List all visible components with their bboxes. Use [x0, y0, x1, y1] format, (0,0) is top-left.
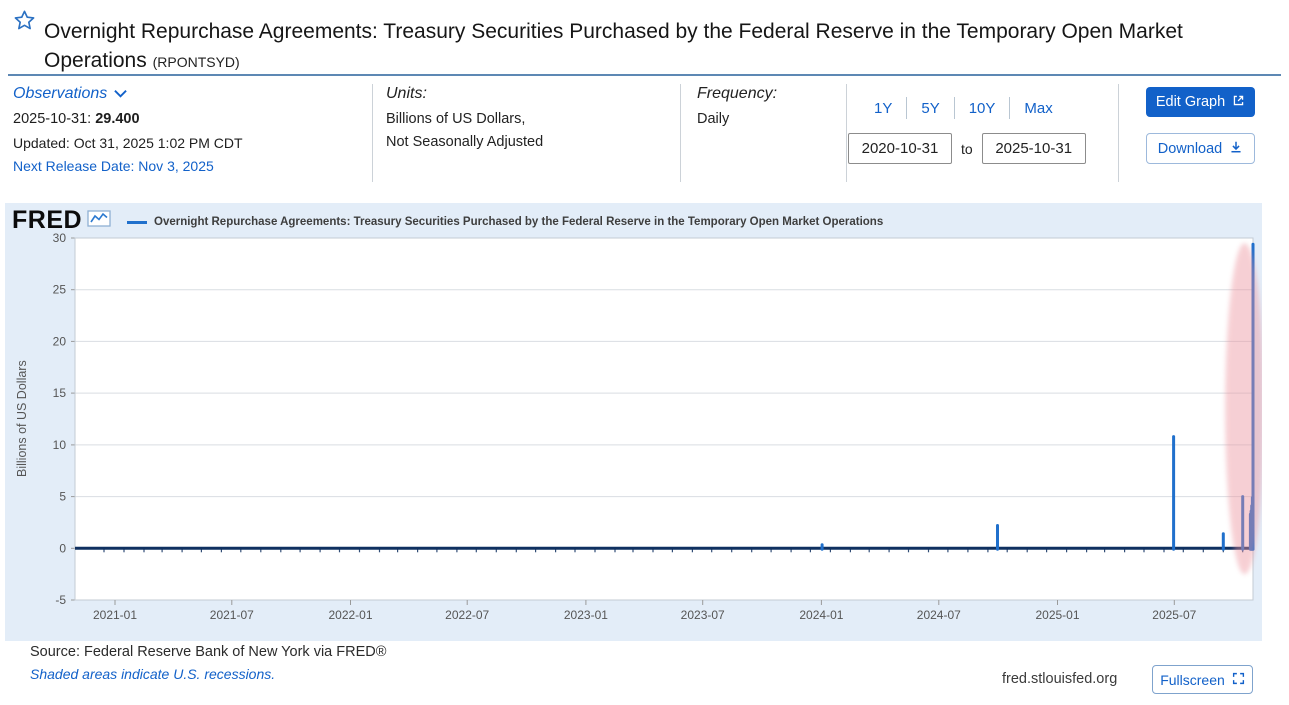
svg-text:2023-07: 2023-07	[681, 608, 725, 622]
download-label: Download	[1157, 140, 1223, 157]
range-separator	[1009, 97, 1011, 119]
latest-observation: 2025-10-31: 29.400	[13, 111, 140, 127]
column-divider	[680, 84, 681, 182]
range-max-button[interactable]: Max	[1024, 99, 1053, 117]
column-divider	[372, 84, 373, 182]
date-range-controls: to	[848, 133, 1086, 164]
header-divider	[8, 74, 1281, 76]
series-ticker: (RPONTSYD)	[152, 54, 240, 71]
frequency-value: Daily	[697, 111, 730, 127]
svg-text:2023-01: 2023-01	[564, 608, 608, 622]
svg-text:2021-07: 2021-07	[210, 608, 254, 622]
site-url: fred.stlouisfed.org	[1002, 671, 1118, 687]
page-title: Overnight Repurchase Agreements: Treasur…	[44, 17, 1184, 77]
svg-text:5: 5	[59, 490, 66, 504]
recessions-note-link[interactable]: Shaded areas indicate U.S. recessions.	[30, 666, 276, 682]
units-value-line1: Billions of US Dollars,	[386, 111, 526, 127]
next-release-link[interactable]: Next Release Date: Nov 3, 2025	[13, 158, 214, 174]
units-label: Units:	[386, 85, 427, 102]
updated-timestamp: Updated: Oct 31, 2025 1:02 PM CDT	[13, 135, 243, 151]
source-attribution: Source: Federal Reserve Bank of New York…	[30, 644, 387, 660]
svg-text:2021-01: 2021-01	[93, 608, 137, 622]
fullscreen-label: Fullscreen	[1160, 671, 1225, 688]
svg-text:2022-07: 2022-07	[445, 608, 489, 622]
chart-panel: 30 25 20 15 10 5 0 -5 2021-01 2021-07 2022-01 2022-…	[5, 203, 1262, 641]
svg-text:2024-01: 2024-01	[799, 608, 843, 622]
plot-area[interactable]: 30 25 20 15 10 5 0 -5 2021-01 2021-07 2022-01 2022-…	[5, 203, 1262, 641]
units-value-line2: Not Seasonally Adjusted	[386, 134, 544, 150]
fullscreen-icon	[1232, 672, 1245, 688]
svg-text:0: 0	[59, 541, 66, 555]
latest-observation-date: 2025-10-31:	[13, 111, 92, 127]
svg-text:2022-01: 2022-01	[328, 608, 372, 622]
column-divider	[1118, 84, 1119, 182]
observations-label: Observations	[13, 85, 108, 102]
legend-line-swatch	[127, 220, 147, 224]
svg-text:2024-07: 2024-07	[917, 608, 961, 622]
latest-observation-value: 29.400	[95, 111, 140, 127]
start-date-input[interactable]	[848, 133, 952, 164]
y-axis-title: Billions of US Dollars	[15, 360, 29, 478]
edit-graph-button[interactable]: Edit Graph	[1146, 87, 1255, 117]
range-10y-button[interactable]: 10Y	[968, 99, 996, 117]
date-range-to-label: to	[961, 140, 973, 157]
end-date-input[interactable]	[981, 133, 1086, 164]
range-selector: 1Y 5Y 10Y Max	[860, 96, 1067, 120]
download-button[interactable]: Download	[1146, 133, 1255, 164]
range-5y-button[interactable]: 5Y	[921, 99, 940, 117]
range-1y-button[interactable]: 1Y	[874, 99, 893, 117]
frequency-label: Frequency:	[697, 85, 778, 102]
range-separator	[953, 97, 955, 119]
chart-legend: Overnight Repurchase Agreements: Treasur…	[127, 216, 883, 228]
svg-text:15: 15	[53, 386, 67, 400]
svg-text:30: 30	[53, 231, 67, 245]
fred-logo-text: FRED	[12, 206, 83, 234]
svg-text:25: 25	[53, 283, 67, 297]
chevron-down-icon	[114, 85, 127, 103]
external-link-icon	[1232, 94, 1245, 111]
svg-text:10: 10	[53, 438, 67, 452]
svg-text:20: 20	[53, 334, 67, 348]
svg-text:2025-01: 2025-01	[1035, 608, 1079, 622]
range-separator	[906, 97, 908, 119]
favorite-star-icon[interactable]	[13, 9, 36, 32]
column-divider	[846, 84, 847, 182]
legend-series-label: Overnight Repurchase Agreements: Treasur…	[154, 216, 884, 228]
fred-logo[interactable]: FRED	[12, 206, 111, 235]
svg-text:-5: -5	[55, 593, 66, 607]
series-title-text: Overnight Repurchase Agreements: Treasur…	[44, 20, 1183, 73]
edit-graph-label: Edit Graph	[1155, 94, 1226, 110]
fullscreen-button[interactable]: Fullscreen	[1152, 665, 1253, 694]
svg-text:2025-07: 2025-07	[1152, 608, 1196, 622]
observations-dropdown[interactable]: Observations	[13, 85, 127, 103]
line-chart-icon	[87, 209, 111, 232]
download-icon	[1229, 140, 1243, 158]
